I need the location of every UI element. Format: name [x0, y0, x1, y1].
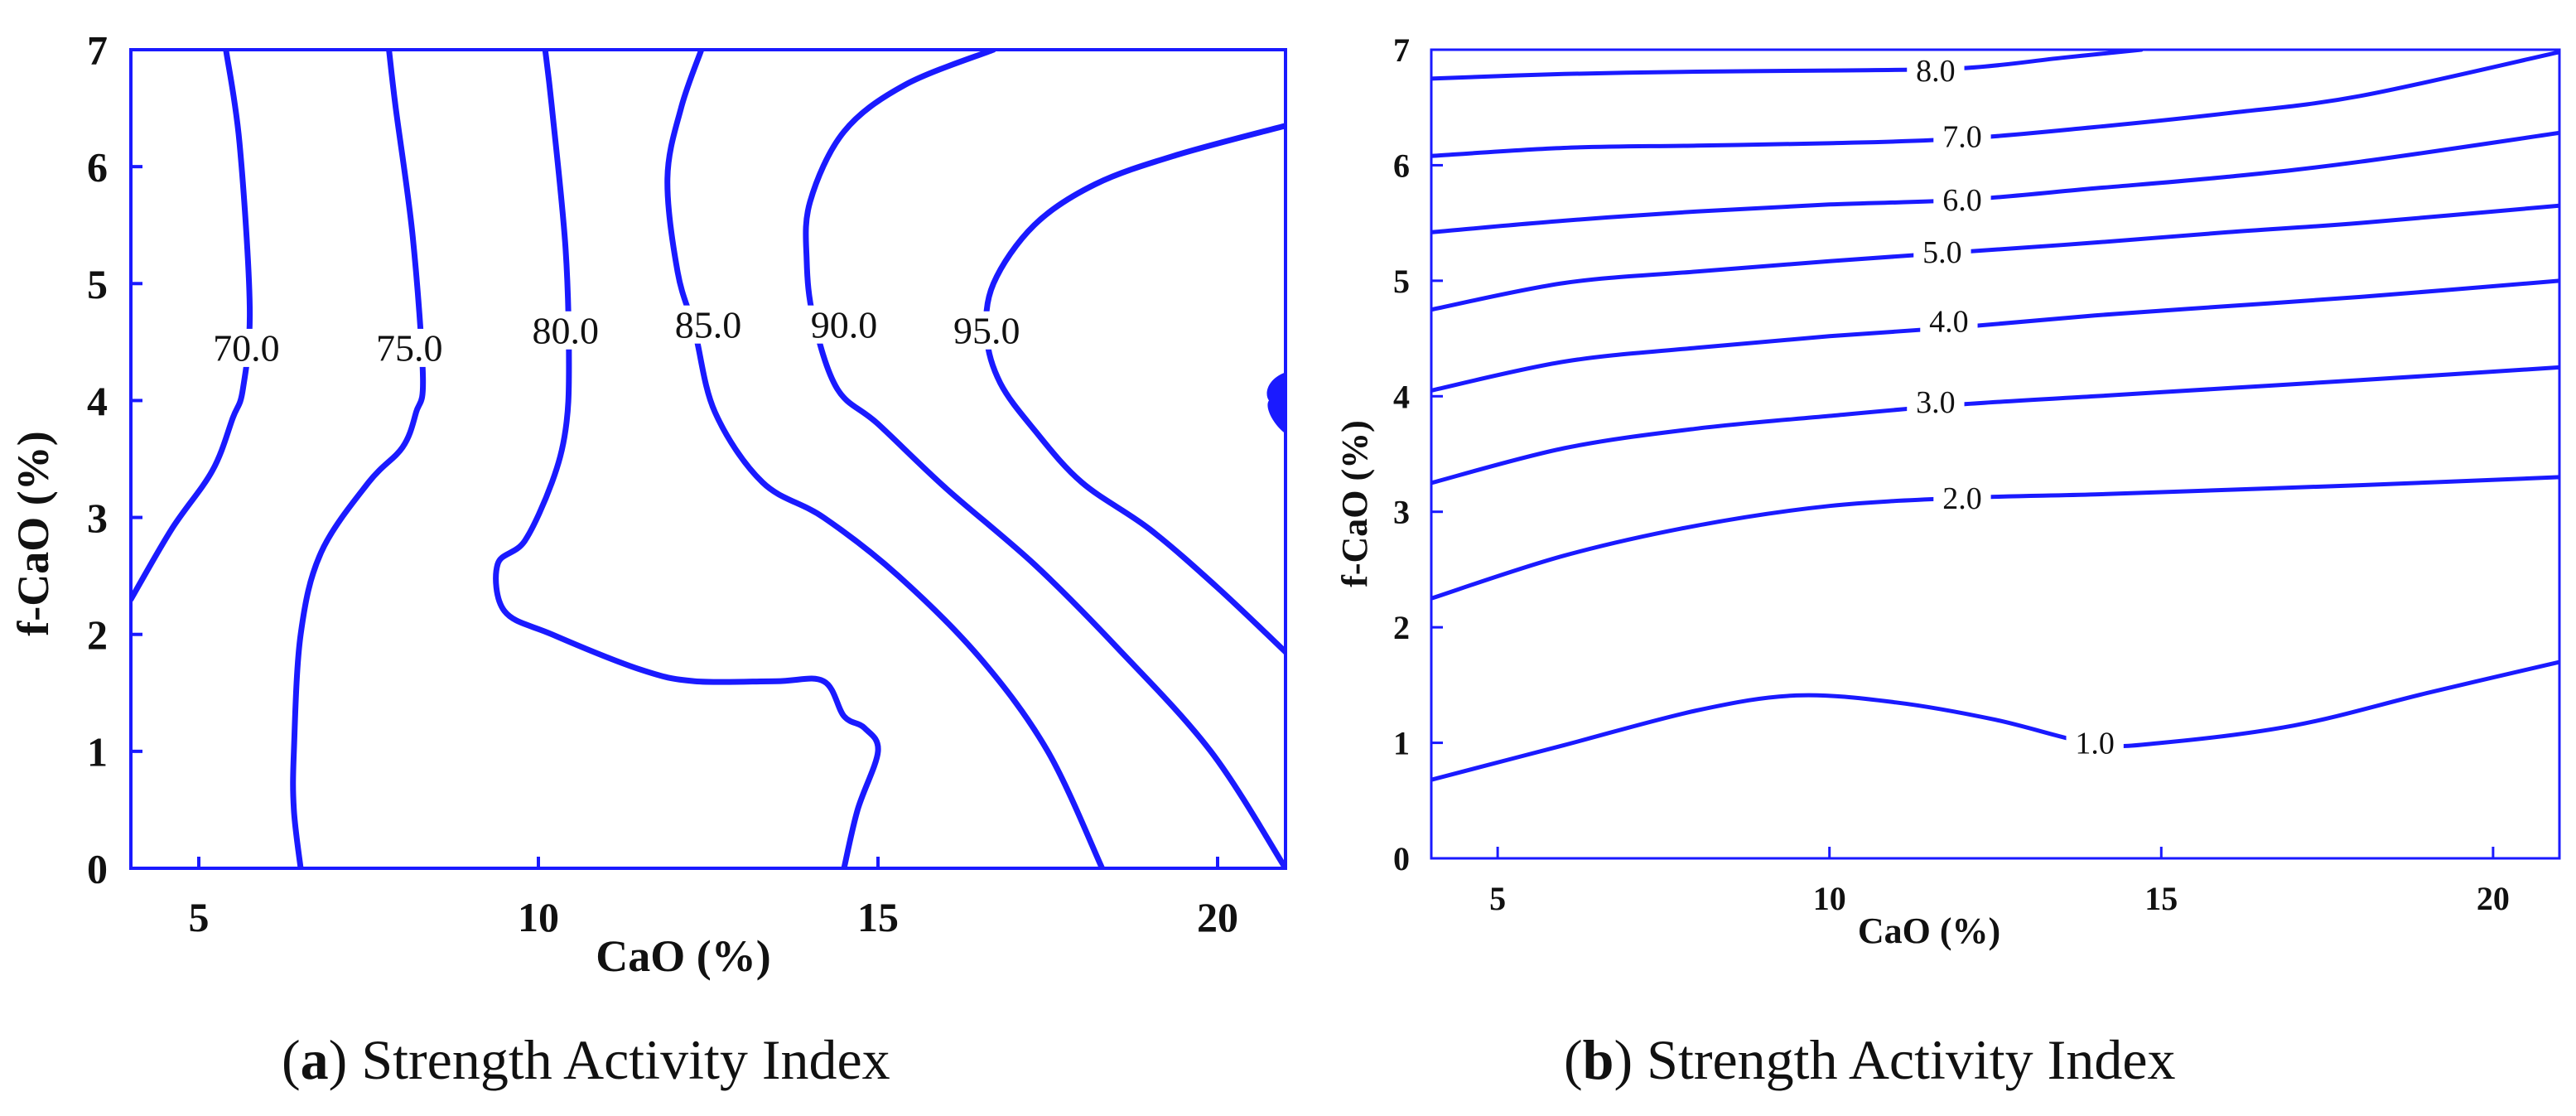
contour-label-80.0: 80.0: [533, 309, 600, 351]
contour-label-8.0: 8.0: [1916, 54, 1956, 89]
contour-label-bg: [800, 305, 888, 344]
contour-line-7.0: [1431, 50, 2559, 158]
contour-label-bg: [365, 328, 454, 367]
x-tick-label-10: 10: [1813, 880, 1846, 917]
contour-line-90.0: [803, 50, 1286, 868]
caption-a: (a) Strength Activity Index: [282, 1028, 890, 1091]
contour-label-bg: [521, 311, 610, 350]
y-tick-label-5: 5: [1393, 263, 1410, 300]
y-tick-label-0: 0: [1393, 840, 1410, 877]
contour-label-3.0: 3.0: [1916, 385, 1956, 420]
contour-label-85.0: 85.0: [675, 303, 742, 345]
y-tick-label-7: 7: [87, 27, 108, 74]
y-tick-label-4: 4: [1393, 378, 1410, 415]
contour-line-85.0: [664, 50, 1106, 868]
panel-a: 70.0 75.0 80.0 85.0 90.0 95.0 5 10 15 20 0 1 2 3 4 5 6 7 C…: [8, 27, 1287, 981]
contour-label-bg: [1933, 481, 1991, 514]
contour-label-6.0: 6.0: [1942, 183, 1982, 218]
contour-line-70.0: [131, 50, 253, 602]
caption-b-letter: b: [1582, 1028, 1614, 1091]
y-tick-label-2: 2: [87, 611, 108, 658]
x-tick-label-10: 10: [518, 894, 559, 940]
x-axis-label: CaO (%): [1858, 911, 2000, 951]
caption-a-letter: a: [300, 1028, 329, 1091]
caption-b-text: Strength Activity Index: [1647, 1028, 2176, 1091]
y-tick-label-2: 2: [1393, 609, 1410, 646]
caption-a-text: Strength Activity Index: [361, 1028, 890, 1091]
contour-line-2.0: [1431, 475, 2559, 601]
contour-label-5.0: 5.0: [1922, 235, 1962, 270]
contour-label-bg: [2066, 727, 2124, 759]
y-tick-label-1: 1: [87, 728, 108, 775]
y-tick-label-6: 6: [87, 144, 108, 191]
contour-line-3.0: [1431, 365, 2559, 486]
y-tick-label-5: 5: [87, 261, 108, 307]
y-tick-label-3: 3: [1393, 494, 1410, 531]
y-tick-label-7: 7: [1393, 31, 1410, 69]
contour-label-95.0: 95.0: [953, 309, 1020, 351]
x-tick-label-5: 5: [189, 894, 210, 940]
contour-label-bg: [1933, 184, 1991, 216]
contour-line-95.0: [983, 123, 1286, 655]
contour-label-bg: [1933, 120, 1991, 152]
contour-line-80.0: [493, 50, 881, 868]
contour-label-bg: [1913, 236, 1971, 268]
contour-label-bg: [202, 328, 291, 367]
contour-label-7.0: 7.0: [1942, 119, 1982, 154]
contour-label-1.0: 1.0: [2075, 726, 2115, 761]
contour-line-4.0: [1431, 278, 2559, 393]
x-tick-label-15: 15: [2144, 880, 2178, 917]
panel-b: 1.0 2.0 3.0 4.0 5.0 6.0 7.0 8.0 5 10 15 20 0 1 2 3 4 5 6 7 C…: [1334, 31, 2561, 951]
marker-blob: [1266, 372, 1286, 434]
y-tick-label-3: 3: [87, 495, 108, 541]
x-tick-label-20: 20: [1197, 894, 1238, 940]
y-tick-label-4: 4: [87, 378, 108, 424]
contour-label-4.0: 4.0: [1929, 305, 1969, 340]
y-tick-label-1: 1: [1393, 725, 1410, 762]
contour-label-70.0: 70.0: [213, 327, 280, 370]
x-tick-label-15: 15: [857, 894, 899, 940]
contour-line-8.0: [1431, 50, 2144, 81]
contour-label-90.0: 90.0: [811, 303, 878, 345]
contour-lines: [1431, 50, 2559, 782]
x-tick-label-20: 20: [2477, 880, 2510, 917]
contour-label-bg: [1907, 55, 1965, 87]
caption-b: (b) Strength Activity Index: [1564, 1028, 2176, 1091]
y-axis-label: f-CaO (%): [8, 431, 58, 635]
contour-line-75.0: [290, 50, 427, 868]
contour-label-bg: [664, 305, 752, 344]
contour-label-75.0: 75.0: [376, 327, 443, 370]
x-axis-label: CaO (%): [596, 931, 770, 981]
contour-lines: [131, 50, 1286, 868]
x-tick-label-5: 5: [1489, 880, 1506, 917]
contour-label-bg: [1907, 386, 1965, 418]
contour-label-2.0: 2.0: [1942, 481, 1982, 516]
y-tick-label-6: 6: [1393, 147, 1410, 184]
contour-label-bg: [943, 311, 1031, 350]
plot-frame: [129, 48, 1287, 870]
y-tick-label-0: 0: [87, 846, 108, 892]
y-axis-label: f-CaO (%): [1334, 420, 1375, 587]
contour-label-bg: [1920, 305, 1978, 337]
plot-frame: [1430, 48, 2561, 860]
contour-line-1.0: [1431, 659, 2559, 782]
